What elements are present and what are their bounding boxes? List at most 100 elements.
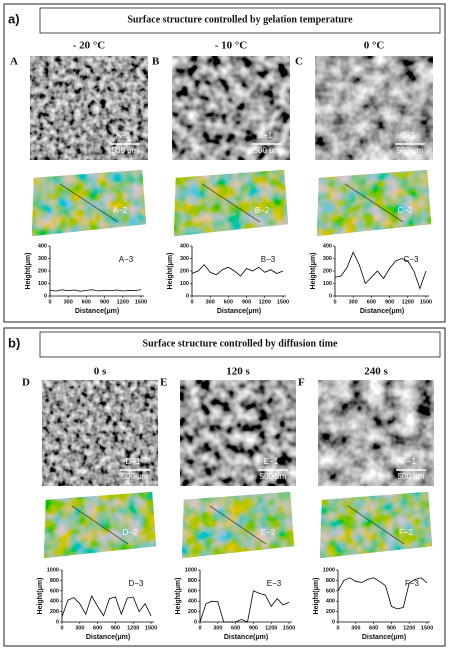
- x-tick-label: 600: [369, 625, 378, 631]
- profile-cut-line: [344, 183, 404, 223]
- x-axis-label: Distance(μm): [362, 634, 406, 641]
- x-tick-label: 900: [385, 299, 394, 305]
- y-tick-label: 200: [188, 609, 197, 615]
- sem-image: [318, 380, 434, 486]
- panel-title: Surface structure controlled by diffusio…: [143, 338, 338, 349]
- profile-cut-line: [71, 505, 129, 545]
- subfigure-letter: F: [298, 377, 305, 389]
- column-heading: - 10 °C: [215, 40, 248, 52]
- y-tick-label: 600: [326, 588, 335, 594]
- y-tick-label: 100: [38, 281, 47, 287]
- profile-label: D−2: [123, 528, 138, 537]
- x-tick-label: 900: [242, 299, 251, 305]
- profile-line: [334, 251, 427, 290]
- y-tick-label: 0: [329, 293, 332, 299]
- x-tick-label: 1200: [127, 625, 139, 631]
- x-tick-label: 600: [231, 625, 240, 631]
- y-tick-label: 100: [323, 281, 332, 287]
- x-tick-label: 900: [100, 299, 109, 305]
- y-tick-label: 600: [50, 588, 59, 594]
- y-tick-label: 1000: [323, 567, 335, 573]
- x-tick-label: 1500: [145, 625, 157, 631]
- y-axis-label: Height(μm): [310, 253, 317, 290]
- subfigure-letter: E: [160, 377, 167, 389]
- panel-title: Surface structure controlled by gelation…: [127, 14, 353, 25]
- chart-label: A−3: [119, 255, 134, 264]
- profile-line: [61, 595, 152, 617]
- profile-label: B−2: [255, 206, 270, 215]
- sem-label: D−1: [126, 457, 141, 466]
- x-tick-label: 0: [336, 625, 339, 631]
- chart-label: E−3: [267, 579, 282, 588]
- x-tick-label: 300: [349, 299, 358, 305]
- subfigure-letter: C: [295, 56, 303, 68]
- sem-image: [42, 380, 158, 486]
- subfigure-letter: A: [10, 56, 18, 68]
- title-frame: [39, 7, 441, 34]
- column-heading: - 20 °C: [73, 40, 106, 52]
- x-tick-label: 1500: [421, 625, 433, 631]
- y-tick-label: 400: [323, 243, 332, 249]
- sem-image: [172, 56, 290, 160]
- y-tick-label: 100: [180, 281, 189, 287]
- scale-bar-label: 500 μm: [398, 472, 425, 481]
- panel-label: b): [8, 335, 20, 350]
- y-tick-label: 0: [332, 619, 335, 625]
- profile-cut-line: [59, 183, 119, 223]
- y-tick-label: 0: [194, 619, 197, 625]
- profile-label: A−2: [113, 206, 128, 215]
- x-tick-label: 0: [198, 625, 201, 631]
- y-axis-label: Height(μm): [313, 578, 320, 615]
- x-tick-label: 0: [333, 299, 336, 305]
- sem-image: [30, 56, 148, 160]
- column-heading: 0 °C: [364, 40, 385, 52]
- x-tick-label: 0: [190, 299, 193, 305]
- y-tick-label: 1000: [47, 567, 59, 573]
- y-tick-label: 800: [188, 578, 197, 584]
- profile-label: F−2: [399, 528, 414, 537]
- panel-label: a): [8, 11, 20, 26]
- profile-cut-line: [201, 183, 261, 223]
- y-tick-label: 200: [323, 268, 332, 274]
- profile-line: [191, 264, 284, 277]
- y-tick-label: 400: [38, 243, 47, 249]
- profile-label: C−2: [398, 206, 413, 215]
- x-tick-label: 1500: [420, 299, 432, 305]
- sem-image: [180, 380, 296, 486]
- sem-label: F−1: [402, 457, 417, 466]
- x-tick-label: 600: [93, 625, 102, 631]
- scale-bar-label: 500 μm: [122, 472, 149, 481]
- y-tick-label: 0: [44, 293, 47, 299]
- panel-frame: [3, 3, 446, 323]
- panel-frame: [3, 327, 446, 647]
- profile-cut-line: [209, 505, 267, 545]
- y-tick-label: 400: [326, 599, 335, 605]
- y-tick-label: 200: [326, 609, 335, 615]
- x-tick-label: 600: [367, 299, 376, 305]
- x-tick-label: 900: [387, 625, 396, 631]
- profile-line: [337, 577, 428, 610]
- scale-bar-label: 500 μm: [254, 146, 281, 155]
- chart-label: C−3: [404, 255, 419, 264]
- profile-line: [199, 590, 290, 623]
- sem-label: E−1: [264, 457, 279, 466]
- x-tick-label: 1200: [265, 625, 277, 631]
- x-tick-label: 1200: [402, 299, 414, 305]
- sem-label: A−1: [116, 131, 131, 140]
- y-tick-label: 1000: [185, 567, 197, 573]
- x-axis-label: Distance(μm): [360, 308, 404, 315]
- x-tick-label: 1200: [403, 625, 415, 631]
- x-tick-label: 900: [111, 625, 120, 631]
- title-frame: [39, 331, 441, 358]
- x-tick-label: 1500: [283, 625, 295, 631]
- x-tick-label: 600: [224, 299, 233, 305]
- x-tick-label: 1200: [259, 299, 271, 305]
- x-tick-label: 300: [75, 625, 84, 631]
- subfigure-letter: B: [152, 56, 160, 68]
- profile-cut-line: [347, 505, 405, 545]
- chart-label: B−3: [261, 255, 276, 264]
- x-tick-label: 0: [48, 299, 51, 305]
- x-axis-label: Distance(μm): [224, 634, 268, 641]
- y-tick-label: 600: [188, 588, 197, 594]
- sem-label: B−1: [258, 131, 273, 140]
